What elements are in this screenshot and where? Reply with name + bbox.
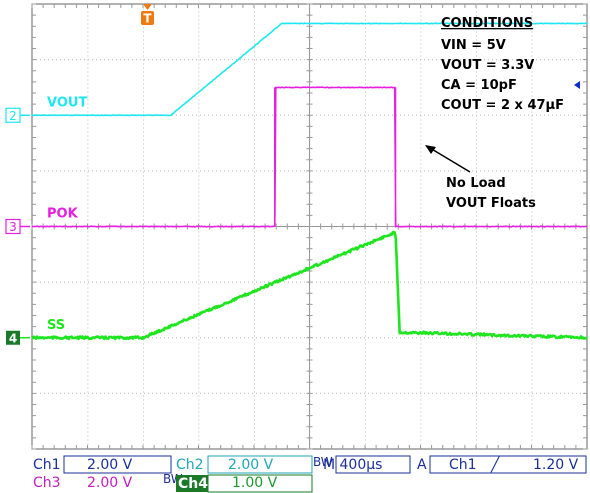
trace-pok	[31, 86, 588, 228]
timebase[interactable]: M 400µs	[323, 457, 382, 473]
condition-cout: COUT = 2 x 47µF	[441, 98, 564, 113]
ch3-scale: 2.00 V	[87, 475, 133, 491]
trigger-slope-icon: ╱	[490, 456, 501, 473]
trace-vout	[31, 22, 588, 117]
condition-vin: VIN = 5V	[441, 38, 506, 53]
trigger-position-marker: T	[141, 4, 154, 26]
channel-2-marker-text: 2	[9, 109, 17, 123]
annotation-arrowhead	[425, 145, 436, 154]
trigger-letter: T	[143, 12, 152, 26]
trigger-arrow-icon	[143, 4, 152, 10]
channel-4-ground-marker: 4	[6, 330, 30, 345]
timebase-box	[335, 455, 411, 474]
ch2-label[interactable]: Ch2	[176, 457, 204, 473]
ch4-label: Ch4	[178, 476, 208, 492]
channel-markers: 1234	[5, 107, 30, 345]
ch1-scale-box[interactable]	[63, 455, 172, 474]
acquire-mode: A	[417, 457, 427, 473]
conditions-box: CONDITIONS VIN = 5V VOUT = 3.3V CA = 10p…	[441, 16, 564, 113]
ch4-label-box[interactable]	[176, 475, 208, 492]
ch2-scale: 2.00 V	[228, 457, 274, 473]
ch2-bw-limit-icon: BW	[313, 455, 333, 469]
annotation-vout-floats: VOUT Floats	[446, 196, 536, 211]
channel-4-marker-text: 4	[9, 331, 17, 345]
ch4-scale-box	[207, 474, 313, 493]
trigger-box	[429, 455, 587, 474]
reference-level-arrow-icon	[574, 81, 580, 89]
trigger-badge	[141, 11, 154, 25]
trace-label-pok: POK	[47, 207, 79, 222]
trace-labels: ENVOUTPOKSS	[47, 95, 87, 333]
ch3-label[interactable]: Ch3	[33, 475, 61, 491]
ch1-label[interactable]: Ch1	[33, 457, 61, 473]
condition-vout: VOUT = 3.3V	[441, 58, 534, 73]
trace-label-vout: VOUT	[47, 95, 87, 110]
ch2-scale-box[interactable]	[207, 455, 313, 474]
annotation-no-load: No Load	[446, 176, 506, 191]
ch4-scale: 1.00 V	[232, 475, 278, 491]
channel-3-marker-text: 3	[9, 220, 17, 234]
conditions-title: CONDITIONS	[441, 16, 533, 31]
ch1-scale: 2.00 V	[87, 457, 133, 473]
trace-label-ss: SS	[47, 318, 65, 333]
waveform-traces	[31, 22, 588, 341]
condition-ca: CA = 10pF	[441, 78, 517, 93]
trace-ss	[31, 230, 588, 341]
trigger-source[interactable]: Ch1	[449, 457, 477, 473]
no-load-annotation: No Load VOUT Floats	[425, 145, 536, 211]
channel-3-ground-marker: 3	[5, 218, 30, 235]
channel-2-ground-marker: 2	[5, 107, 30, 123]
annotation-arrow-line	[429, 147, 471, 173]
trigger-level[interactable]: 1.20 V	[533, 457, 579, 473]
status-bar: Ch1 2.00 V Ch2 2.00 V BW M 400µs A Ch1 ╱…	[33, 455, 587, 493]
channel-4-marker-box	[6, 330, 20, 345]
